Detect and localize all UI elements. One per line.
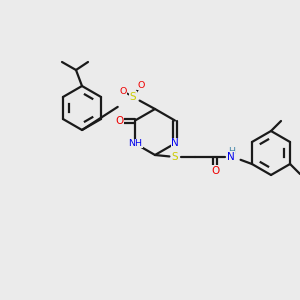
Text: O: O: [137, 80, 145, 89]
Text: H: H: [229, 148, 236, 157]
Text: O: O: [119, 86, 127, 95]
Text: N: N: [171, 139, 179, 148]
Text: O: O: [115, 116, 123, 125]
Text: NH: NH: [128, 139, 142, 148]
Text: N: N: [227, 152, 235, 162]
Text: S: S: [130, 92, 136, 102]
Text: S: S: [172, 152, 178, 162]
Text: O: O: [211, 166, 219, 176]
